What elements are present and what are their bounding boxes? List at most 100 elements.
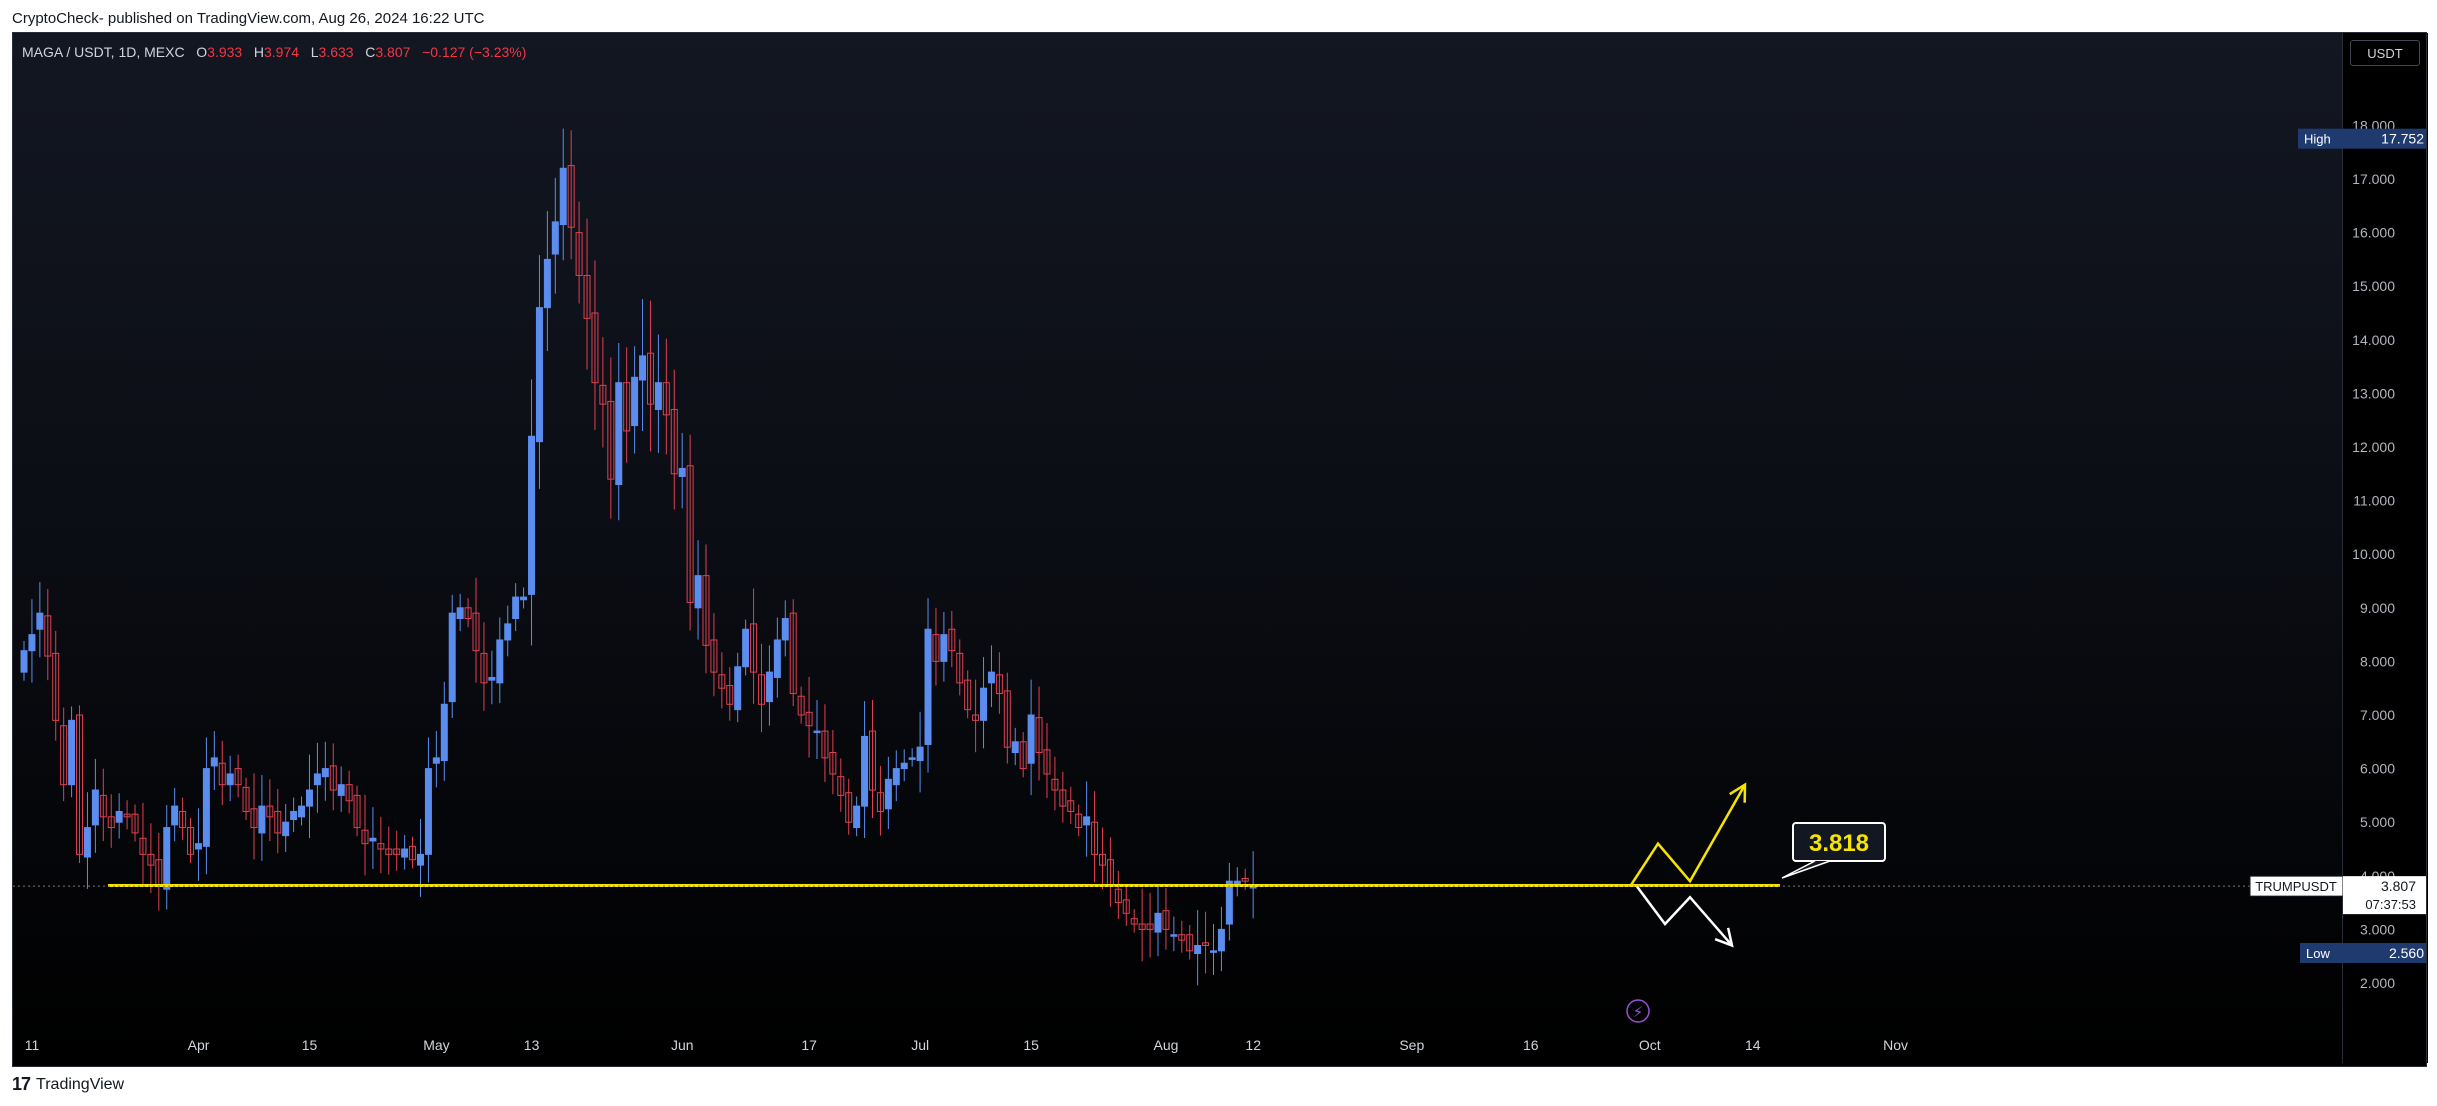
candle-body	[1067, 800, 1075, 812]
symbol-info: MAGA / USDT, 1D, MEXC	[22, 44, 185, 60]
candle-body	[290, 810, 298, 821]
candle-body	[171, 805, 179, 826]
candle-body	[861, 735, 869, 807]
candle-body	[210, 757, 218, 767]
time-tick: 16	[1523, 1037, 1539, 1053]
time-tick: 11	[25, 1037, 40, 1053]
candle-body	[797, 695, 805, 716]
candle-body	[789, 612, 797, 695]
currency-button[interactable]: USDT	[2350, 40, 2420, 66]
candle-body	[615, 382, 623, 486]
symbol-tag: TRUMPUSDT	[2255, 879, 2337, 894]
tradingview-logo[interactable]: 17 TradingView	[12, 1074, 124, 1095]
chart-pane[interactable]	[13, 33, 2342, 1063]
candle-body	[115, 810, 123, 823]
candle-body	[980, 687, 988, 721]
candle-body	[750, 623, 758, 673]
candle-body	[599, 384, 607, 405]
time-tick: 12	[1245, 1037, 1261, 1053]
time-tick: Jul	[911, 1037, 929, 1053]
current-price-bg	[2343, 876, 2427, 915]
candle-body	[409, 845, 417, 861]
candle-body	[916, 746, 924, 762]
candle-body	[329, 765, 337, 791]
tradingview-logo-icon: 17	[12, 1074, 31, 1094]
low-badge-bg	[2300, 942, 2426, 963]
candle-body	[194, 843, 202, 850]
low-badge-value: 2.560	[2389, 945, 2424, 961]
candle-body	[964, 679, 972, 711]
candle-body	[91, 789, 99, 826]
candle-body	[535, 307, 543, 443]
candle-body	[401, 848, 409, 858]
candle-body	[1003, 690, 1011, 748]
high-value: 3.974	[264, 44, 300, 60]
candle-body	[1233, 880, 1241, 885]
candle-body	[282, 821, 290, 837]
candle-body	[876, 792, 884, 812]
time-tick: Jun	[671, 1037, 694, 1053]
candle-body	[1194, 944, 1202, 955]
projection-up-arrow-arrowhead	[1729, 782, 1747, 803]
current-price: 3.807	[2381, 878, 2416, 894]
candle-body	[250, 808, 258, 829]
open-label: O	[196, 44, 208, 60]
time-tick: Oct	[1639, 1037, 1661, 1053]
candle-body	[821, 730, 829, 759]
time-tick: Apr	[188, 1037, 210, 1053]
price-tick: 8.000	[2360, 653, 2395, 669]
candle-body	[202, 768, 210, 847]
candle-body	[36, 612, 44, 630]
level-label-text: 3.818	[1809, 830, 1869, 857]
candle-body	[623, 382, 631, 432]
time-tick: 17	[801, 1037, 817, 1053]
candle-body	[869, 730, 877, 791]
candle-body	[68, 719, 76, 786]
time-tick: 14	[1745, 1037, 1761, 1053]
candle-body	[543, 258, 551, 309]
candle-body	[1083, 816, 1091, 826]
candle-body	[1186, 934, 1194, 952]
candle-body	[956, 652, 964, 684]
price-tick: 10.000	[2352, 546, 2395, 562]
candle-body	[884, 778, 892, 810]
candle-body	[234, 768, 242, 786]
candle-body	[83, 827, 91, 858]
time-axis-strip	[13, 1063, 2427, 1067]
candle-body	[432, 757, 440, 764]
price-tick: 3.000	[2360, 921, 2395, 937]
candle-body	[900, 762, 908, 770]
candle-body	[1091, 821, 1099, 855]
candle-body	[781, 618, 789, 641]
candle-body	[298, 805, 306, 818]
candle-body	[591, 312, 599, 384]
candle-body	[448, 612, 456, 703]
candle-body	[765, 671, 773, 703]
candle-body	[456, 607, 464, 620]
level-label-box	[1792, 822, 1886, 862]
price-tick: 9.000	[2360, 600, 2395, 616]
candle-body	[274, 810, 282, 834]
candle-body	[908, 757, 916, 760]
candle-body	[147, 853, 155, 866]
candle-body	[1154, 912, 1162, 933]
candle-body	[972, 714, 980, 721]
candle-body	[480, 652, 488, 684]
candle-body	[1178, 934, 1186, 941]
high-badge-label: High	[2304, 132, 2331, 147]
price-tick: 13.000	[2352, 385, 2395, 401]
chart-legend: MAGA / USDT, 1D, MEXC O3.933 H3.974 L3.6…	[22, 44, 526, 60]
candle-body	[1019, 741, 1027, 770]
candle-body	[662, 382, 670, 416]
candle-body	[1130, 918, 1138, 925]
price-tick: 15.000	[2352, 278, 2395, 294]
candle-body	[567, 165, 575, 228]
candle-body	[1035, 717, 1043, 754]
candle-body	[742, 628, 750, 668]
lightning-glyph: ⚡	[1633, 1003, 1644, 1021]
candle-body	[1051, 778, 1059, 791]
high-badge-bg	[2298, 128, 2426, 149]
candle-body	[361, 829, 369, 845]
change-value: −0.127 (−3.23%)	[422, 44, 527, 60]
candle-body	[353, 794, 361, 829]
